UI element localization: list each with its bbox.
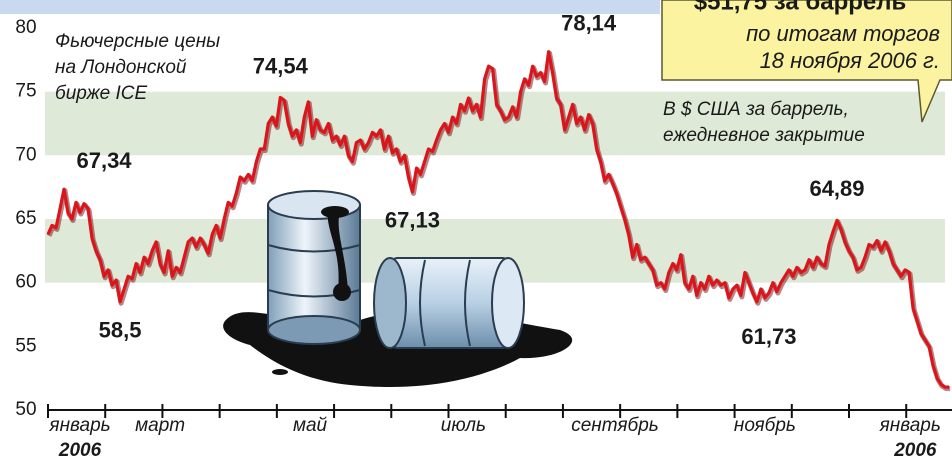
x-tick-label: январь bbox=[48, 415, 110, 436]
data-label: 67,34 bbox=[76, 148, 132, 173]
source-note: Фьючерсные цены bbox=[55, 31, 220, 52]
units-note: ежедневное закрытие bbox=[663, 125, 865, 146]
header-bar bbox=[0, 0, 660, 14]
data-label: 64,89 bbox=[809, 176, 864, 201]
data-label: 58,5 bbox=[99, 318, 142, 343]
callout-title: $51,75 за баррель bbox=[694, 0, 907, 15]
source-note: на Лондонской bbox=[55, 57, 187, 78]
x-tick-label: май bbox=[293, 415, 328, 436]
x-tick-label: март bbox=[135, 415, 185, 436]
units-note: В $ США за баррель, bbox=[663, 99, 849, 120]
notes: Фьючерсные цены на Лондонской бирже ICE … bbox=[55, 31, 865, 146]
y-tick-label: 60 bbox=[15, 272, 36, 293]
source-note: бирже ICE bbox=[55, 83, 148, 104]
data-label: 74,54 bbox=[253, 53, 309, 78]
y-tick-label: 75 bbox=[15, 81, 36, 102]
plot: 50 55 60 65 70 75 80 январь март май июль сентябрь н… bbox=[15, 10, 952, 461]
callout-text: 18 ноября 2006 г. bbox=[760, 48, 940, 73]
y-tick-label: 65 bbox=[15, 208, 36, 229]
barrel-illustration bbox=[223, 190, 573, 387]
x-tick-label: июль bbox=[441, 415, 486, 436]
year-label: 2006 bbox=[58, 440, 102, 461]
data-label: 61,73 bbox=[741, 324, 796, 349]
callout: $51,75 за баррель по итогам торгов 18 но… bbox=[661, 0, 952, 123]
x-tick-label: ноябрь bbox=[734, 415, 796, 436]
price-line bbox=[46, 50, 950, 389]
y-tick-label: 80 bbox=[15, 17, 36, 38]
y-tick-label: 70 bbox=[15, 144, 36, 165]
y-tick-label: 50 bbox=[15, 399, 36, 420]
data-label: 78,14 bbox=[561, 10, 617, 35]
y-tick-label: 55 bbox=[15, 335, 36, 356]
x-tick-label: январь bbox=[879, 415, 941, 436]
callout-text: по итогам торгов bbox=[746, 21, 940, 46]
data-label: 67,13 bbox=[385, 208, 440, 233]
x-tick-label: сентябрь bbox=[571, 415, 659, 436]
year-label: 2006 bbox=[893, 440, 937, 461]
